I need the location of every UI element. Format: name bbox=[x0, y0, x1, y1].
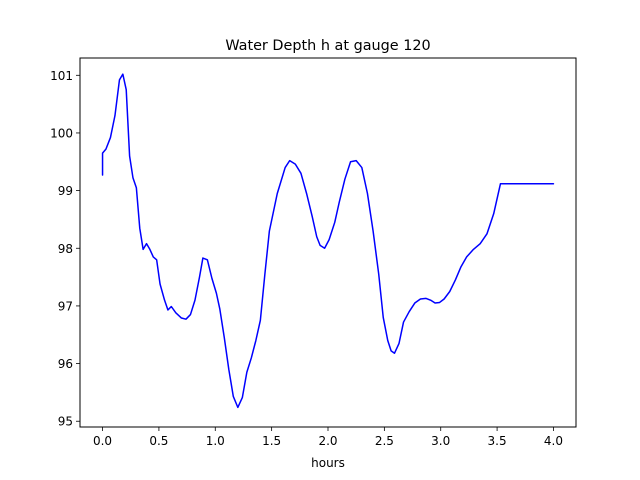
chart-title: Water Depth h at gauge 120 bbox=[225, 38, 430, 54]
x-axis-ticks: 0.0 0.5 1.0 1.5 2.0 2.5 3.0 3.5 4.0 bbox=[93, 427, 563, 448]
x-tick-label: 3.0 bbox=[431, 434, 450, 448]
x-tick-label: 1.5 bbox=[262, 434, 281, 448]
x-tick-label: 3.5 bbox=[488, 434, 507, 448]
y-tick-label: 98 bbox=[58, 242, 73, 256]
series-line-0 bbox=[101, 73, 555, 409]
x-tick-label: 0.0 bbox=[93, 434, 112, 448]
y-tick-label: 100 bbox=[50, 126, 73, 140]
plot-area bbox=[79, 57, 577, 428]
x-tick-label: 0.5 bbox=[149, 434, 168, 448]
y-axis-ticks: 95 96 97 98 99 100 101 bbox=[50, 69, 80, 429]
y-tick-label: 96 bbox=[58, 357, 73, 371]
x-axis-label: hours bbox=[311, 456, 345, 470]
x-tick-label: 4.0 bbox=[544, 434, 563, 448]
y-tick-label: 101 bbox=[50, 69, 73, 83]
x-tick-label: 2.0 bbox=[318, 434, 337, 448]
y-tick-label: 97 bbox=[58, 299, 73, 313]
x-tick-label: 2.5 bbox=[375, 434, 394, 448]
y-tick-label: 99 bbox=[58, 184, 73, 198]
x-tick-label: 1.0 bbox=[206, 434, 225, 448]
y-tick-label: 95 bbox=[58, 415, 73, 429]
